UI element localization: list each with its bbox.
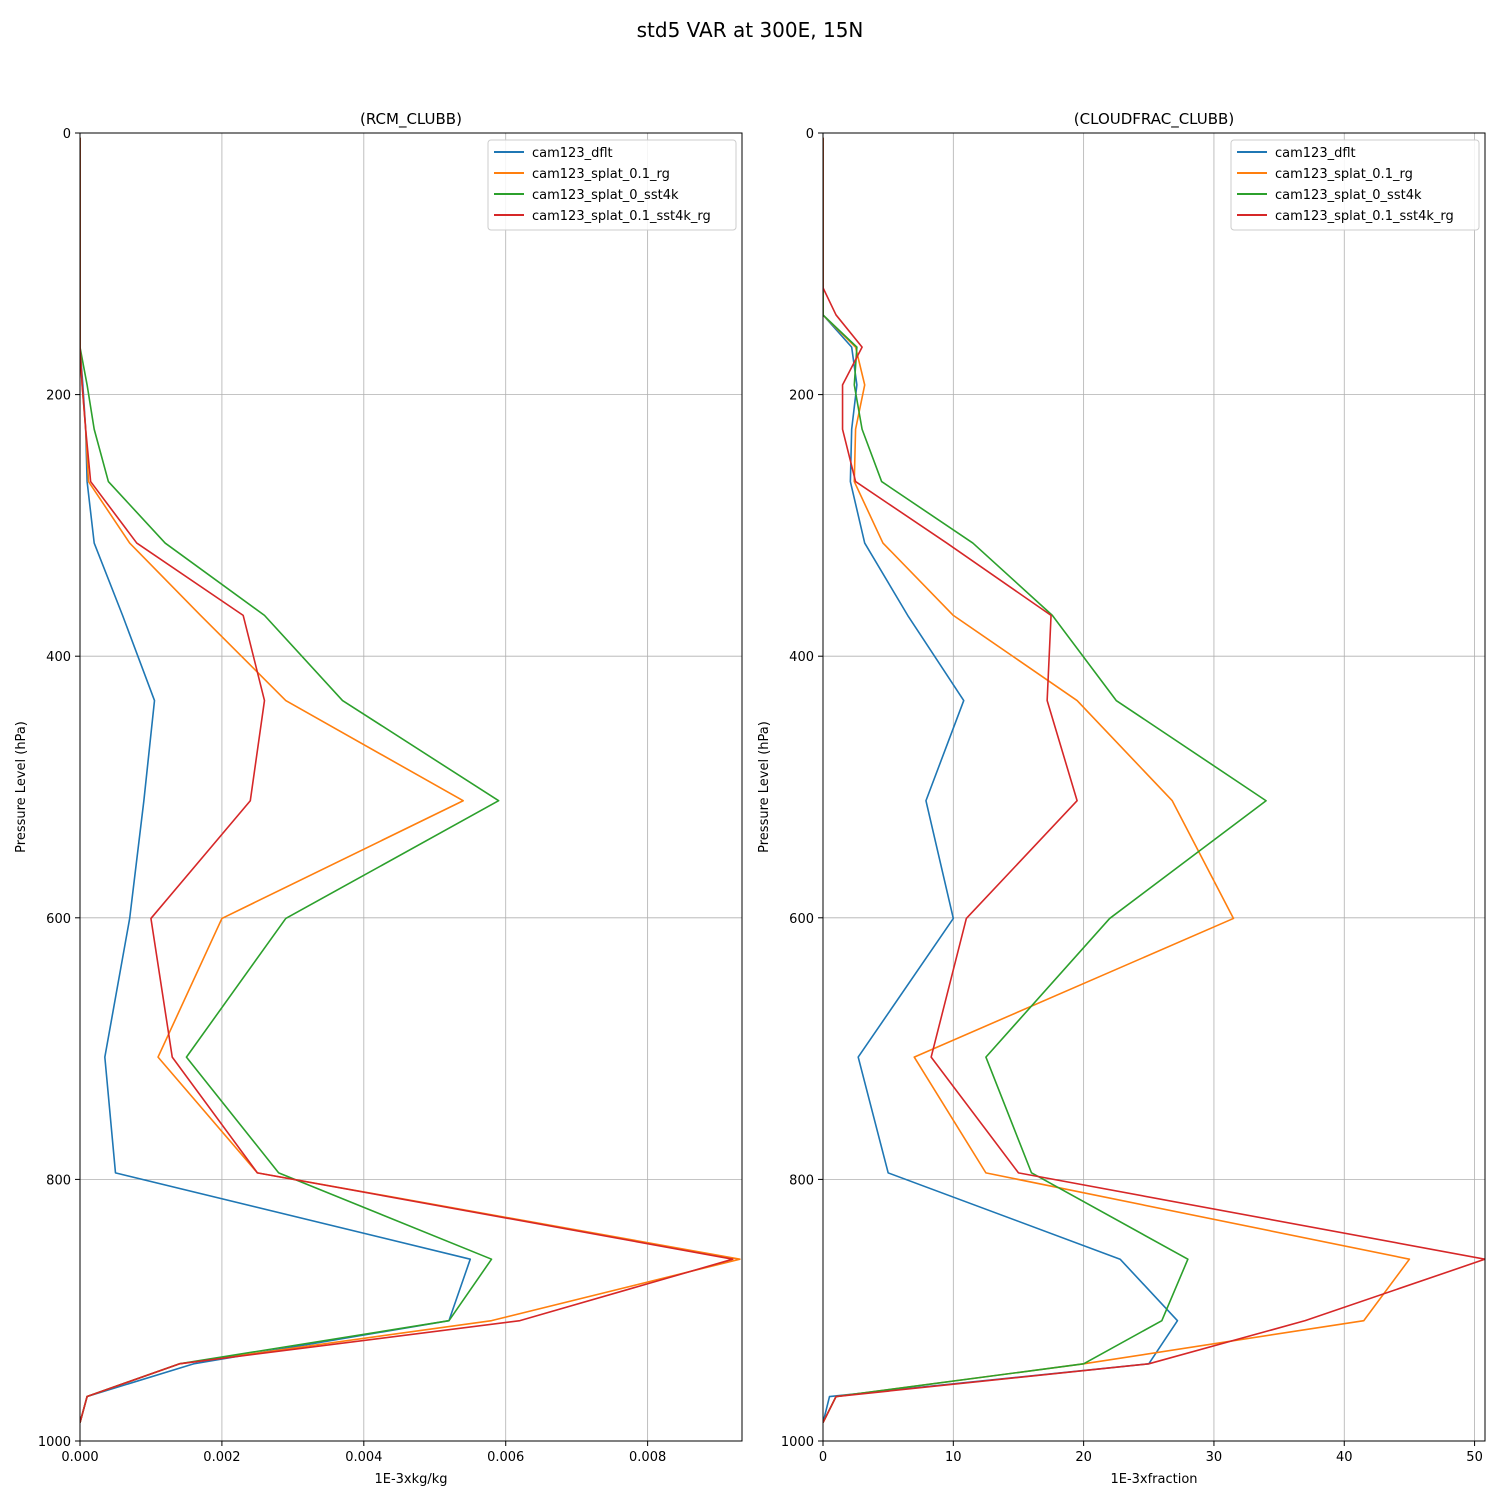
legend-entry: cam123_splat_0_sst4k [532, 188, 679, 203]
x-tick-label: 0.002 [203, 1450, 240, 1465]
x-tick-label: 50 [1466, 1450, 1483, 1465]
x-tick-label: 0.004 [345, 1450, 382, 1465]
x-axis-label: 1E-3xkg/kg [374, 1472, 447, 1487]
x-tick-label: 10 [945, 1450, 962, 1465]
x-tick-label: 20 [1075, 1450, 1092, 1465]
series-line-cam123-dflt [823, 137, 1179, 1423]
legend-box [487, 139, 737, 231]
series-line-cam123-splat-0-1-sst4k-rg [80, 137, 734, 1423]
y-tick-label: 1000 [38, 1435, 71, 1450]
y-tick-label: 800 [46, 1173, 71, 1188]
y-tick-label: 600 [46, 912, 71, 927]
legend-entry: cam123_splat_0.1_rg [1275, 167, 1413, 182]
y-axis-label: Pressure Level (hPa) [14, 721, 29, 853]
legend: cam123_dflt cam123_splat_0.1_rg cam123_spl… [1230, 139, 1480, 231]
axes-frame [79, 132, 743, 1442]
y-tick-label: 1000 [781, 1435, 814, 1450]
y-axis-label: Pressure Level (hPa) [757, 721, 772, 853]
panel-title: (CLOUDFRAC_CLUBB) [1074, 110, 1234, 129]
x-tick-label: 0.008 [629, 1450, 666, 1465]
legend-entry: cam123_splat_0_sst4k [1275, 188, 1422, 203]
series-line-cam123-dflt [80, 137, 472, 1423]
y-tick-label: 400 [789, 650, 814, 665]
x-tick-label: 30 [1206, 1450, 1223, 1465]
y-tick-label: 800 [789, 1173, 814, 1188]
axes-frame [822, 132, 1486, 1442]
y-tick-label: 0 [63, 127, 71, 142]
x-tick-label: 0.000 [61, 1450, 98, 1465]
x-tick-label: 40 [1336, 1450, 1353, 1465]
panel-cloudfrac-clubb: 0 10 20 30 40 50 0 200 400 600 800 1000 (CLOUDFRAC_C… [757, 110, 1486, 1487]
y-tick-label: 600 [789, 912, 814, 927]
y-tick-label: 200 [789, 389, 814, 404]
y-tick-label: 400 [46, 650, 71, 665]
panel-title: (RCM_CLUBB) [360, 110, 462, 129]
x-tick-label: 0.006 [487, 1450, 524, 1465]
legend-entry: cam123_splat_0.1_rg [532, 167, 670, 182]
series-line-cam123-splat-0-sst4k [823, 137, 1267, 1424]
legend-box [1230, 139, 1480, 231]
legend-entry: cam123_splat_0.1_sst4k_rg [1275, 209, 1454, 224]
legend: cam123_dflt cam123_splat_0.1_rg cam123_spl… [487, 139, 737, 231]
series-line-cam123-splat-0-1-sst4k-rg [823, 137, 1485, 1424]
legend-entry: cam123_splat_0.1_sst4k_rg [532, 209, 711, 224]
legend-entry: cam123_dflt [1275, 146, 1356, 161]
y-tick-label: 0 [806, 127, 814, 142]
x-axis-label: 1E-3xfraction [1110, 1472, 1197, 1487]
y-tick-label: 200 [46, 389, 71, 404]
series-line-cam123-splat-0-1-rg [823, 137, 1411, 1424]
x-tick-label: 0 [819, 1450, 827, 1465]
figure-title: std5 VAR at 300E, 15N [637, 18, 864, 42]
panel-rcm-clubb: 0.000 0.002 0.004 0.006 0.008 0 200 400 600 800 10… [14, 110, 743, 1487]
series-line-cam123-splat-0-sst4k [80, 137, 500, 1423]
series-line-cam123-splat-0-1-rg [80, 137, 741, 1423]
legend-entry: cam123_dflt [532, 146, 613, 161]
